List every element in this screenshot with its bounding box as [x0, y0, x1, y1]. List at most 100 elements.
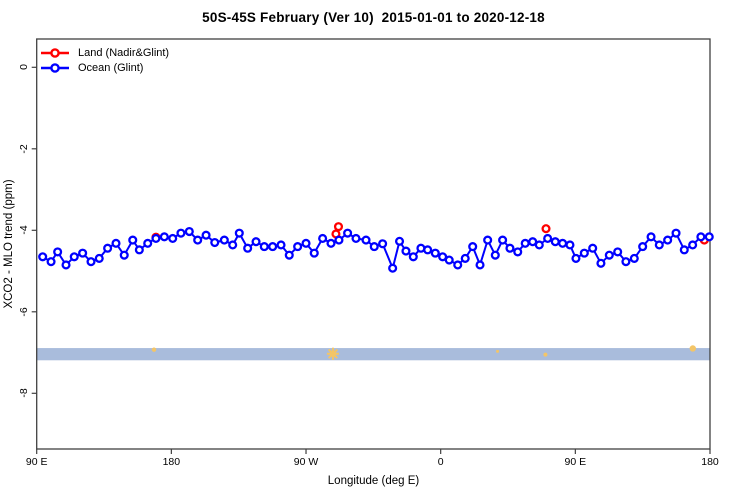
x-tick-label: 180 — [701, 456, 719, 468]
ocean-data-point — [369, 242, 379, 252]
ocean-data-point — [46, 257, 56, 267]
ocean-data-point — [646, 232, 656, 242]
ocean-data-point — [53, 247, 63, 257]
ocean-data-point — [550, 237, 560, 247]
ocean-data-point — [334, 235, 344, 245]
ocean-data-point — [679, 245, 689, 255]
ocean-data-point — [119, 250, 129, 260]
ocean-data-point — [588, 243, 598, 253]
ocean-data-point — [361, 235, 371, 245]
ocean-data-point — [401, 246, 411, 256]
y-tick-label: -6 — [18, 307, 30, 317]
ocean-data-point — [259, 242, 269, 252]
ocean-data-point — [565, 240, 575, 250]
ocean-data-point — [243, 243, 253, 253]
ocean-data-point — [228, 240, 238, 250]
band-mark-asterisk-center — [329, 350, 337, 358]
ocean-data-point — [309, 248, 319, 258]
land-data-point — [333, 222, 344, 232]
legend-label-ocean: Ocean (Glint) — [78, 61, 144, 74]
y-tick-label: -2 — [18, 144, 30, 154]
x-tick-label: 180 — [162, 456, 181, 468]
ocean-data-point — [201, 230, 211, 240]
ocean-data-point — [78, 248, 88, 258]
x-tick-label: 90 W — [293, 456, 319, 468]
ocean-data-point — [490, 250, 500, 260]
ocean-data-point — [613, 247, 623, 257]
ocean-data-point — [579, 248, 589, 258]
ocean-data-point — [69, 252, 79, 262]
ocean-data-point — [251, 237, 261, 247]
reference-band — [36, 348, 710, 361]
x-tick-label: 90 E — [25, 456, 48, 468]
band-mark-dot — [543, 352, 548, 357]
ocean-data-point — [558, 238, 568, 248]
ocean-data-point — [671, 228, 681, 238]
ocean-data-point — [475, 260, 485, 270]
plot-border — [36, 38, 711, 450]
ocean-data-point — [394, 236, 405, 246]
ocean-data-point — [143, 238, 153, 248]
ocean-data-point — [193, 235, 203, 245]
ocean-data-point — [293, 242, 303, 252]
ocean-data-point — [604, 250, 614, 260]
ocean-data-point — [284, 250, 294, 260]
ocean-data-point — [528, 237, 538, 247]
ocean-data-point — [103, 243, 113, 253]
ocean-data-point — [128, 235, 138, 245]
ocean-data-point — [343, 228, 353, 238]
ocean-data-point — [184, 226, 194, 237]
ocean-series-marker-icon — [41, 62, 69, 73]
ocean-data-point — [520, 238, 530, 248]
ocean-data-point — [378, 239, 388, 249]
ocean-data-point — [543, 233, 553, 244]
ocean-data-point — [629, 253, 639, 263]
legend-label-land: Land (Nadir&Glint) — [78, 46, 170, 59]
chart-title: 50S-45S February (Ver 10) 2015-01-01 to … — [202, 10, 545, 25]
y-tick-label: -8 — [18, 388, 30, 398]
ocean-data-point — [663, 235, 673, 245]
ocean-data-point — [438, 252, 448, 262]
band-mark-dot — [689, 345, 696, 352]
ocean-data-point — [638, 242, 648, 252]
ocean-data-point — [159, 232, 169, 242]
ocean-data-point — [38, 252, 48, 262]
land-series-marker-icon — [41, 47, 69, 58]
x-axis-label: Longitude (deg E) — [327, 475, 420, 487]
land-data-point — [541, 224, 551, 234]
ocean-data-point — [234, 228, 244, 238]
ocean-data-point — [176, 228, 186, 238]
ocean-data-point — [688, 240, 698, 250]
ocean-data-point — [134, 245, 144, 255]
ocean-data-point — [704, 232, 714, 242]
ocean-data-point — [268, 242, 278, 252]
band-mark-dot — [496, 349, 500, 353]
x-tick-label: 0 — [437, 456, 444, 468]
ocean-data-point — [513, 247, 523, 257]
ocean-data-point — [408, 252, 418, 262]
ocean-data-point — [276, 240, 286, 250]
ocean-data-point — [534, 240, 544, 250]
ocean-data-point — [168, 233, 178, 244]
ocean-data-point — [430, 248, 440, 258]
band-mark-dot — [151, 347, 157, 352]
ocean-data-point — [505, 243, 515, 253]
legend: Land (Nadir&Glint) Ocean (Glint) — [40, 45, 169, 75]
ocean-data-point — [219, 235, 229, 245]
ocean-data-point — [151, 233, 161, 244]
ocean-data-point — [621, 257, 631, 267]
legend-item-ocean: Ocean (Glint) — [40, 60, 169, 75]
ocean-data-point — [86, 257, 96, 267]
y-tick-label: -4 — [18, 225, 30, 235]
ocean-data-point — [94, 253, 104, 263]
ocean-data-point — [483, 235, 493, 245]
ocean-data-point — [596, 258, 606, 268]
ocean-data-point — [326, 238, 336, 248]
ocean-data-point — [696, 232, 706, 242]
legend-item-land: Land (Nadir&Glint) — [40, 45, 169, 60]
ocean-data-point — [453, 260, 463, 270]
ocean-data-point — [301, 238, 311, 248]
ocean-data-point — [210, 237, 220, 248]
ocean-data-point — [111, 238, 121, 248]
